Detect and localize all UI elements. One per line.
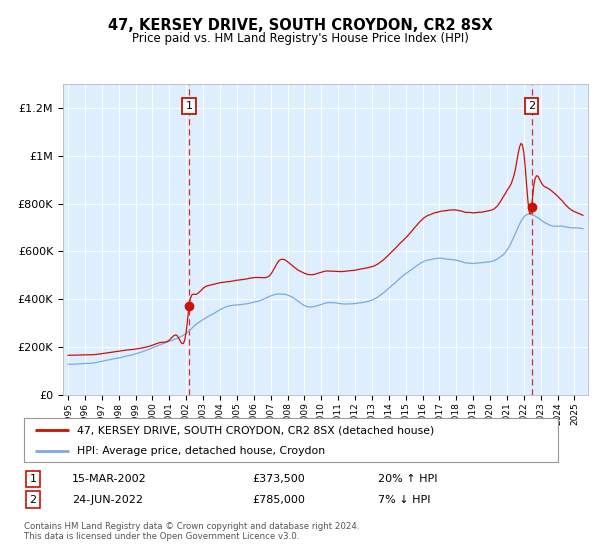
Text: £373,500: £373,500 (252, 474, 305, 484)
Text: HPI: Average price, detached house, Croydon: HPI: Average price, detached house, Croy… (77, 446, 326, 456)
Text: 2: 2 (528, 101, 535, 111)
Text: 20% ↑ HPI: 20% ↑ HPI (378, 474, 437, 484)
Text: 1: 1 (29, 474, 37, 484)
Text: 1: 1 (185, 101, 193, 111)
Text: 47, KERSEY DRIVE, SOUTH CROYDON, CR2 8SX (detached house): 47, KERSEY DRIVE, SOUTH CROYDON, CR2 8SX… (77, 425, 434, 435)
Text: 15-MAR-2002: 15-MAR-2002 (72, 474, 147, 484)
Text: 2: 2 (29, 494, 37, 505)
Text: Price paid vs. HM Land Registry's House Price Index (HPI): Price paid vs. HM Land Registry's House … (131, 32, 469, 45)
Text: Contains HM Land Registry data © Crown copyright and database right 2024.
This d: Contains HM Land Registry data © Crown c… (24, 522, 359, 542)
Text: 24-JUN-2022: 24-JUN-2022 (72, 494, 143, 505)
Text: 47, KERSEY DRIVE, SOUTH CROYDON, CR2 8SX: 47, KERSEY DRIVE, SOUTH CROYDON, CR2 8SX (107, 18, 493, 33)
Text: £785,000: £785,000 (252, 494, 305, 505)
Text: 7% ↓ HPI: 7% ↓ HPI (378, 494, 431, 505)
